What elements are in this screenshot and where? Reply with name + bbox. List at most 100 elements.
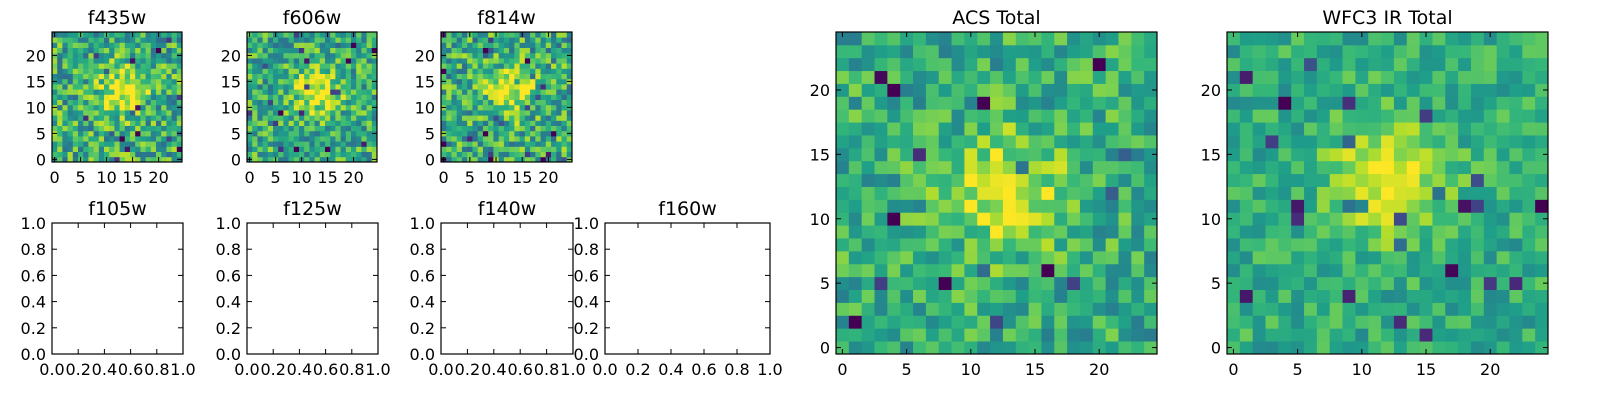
heatmap-cell <box>262 32 269 38</box>
heatmap-cell <box>156 115 162 121</box>
heatmap-cell <box>1278 212 1292 226</box>
heatmap-cell <box>514 32 520 38</box>
axes-frame <box>1226 31 1549 355</box>
heatmap-cell <box>1118 250 1132 265</box>
heatmap-cell <box>166 104 172 111</box>
heatmap-cell <box>109 104 115 111</box>
heatmap-cell <box>477 42 484 48</box>
heatmap-cell <box>135 84 141 90</box>
heatmap-cell <box>836 32 850 46</box>
heatmap-cell <box>1342 328 1356 342</box>
heatmap-cell <box>488 94 494 100</box>
heatmap-cell <box>551 73 557 80</box>
heatmap-cell <box>1316 96 1331 110</box>
heatmap-cell <box>1535 199 1549 213</box>
heatmap-cell <box>1067 250 1081 265</box>
heatmap-cell <box>1227 122 1241 136</box>
heatmap-cell <box>1470 225 1485 239</box>
heatmap-cell <box>145 110 152 116</box>
heatmap-cell <box>566 125 573 132</box>
heatmap-cell <box>1118 160 1132 175</box>
heatmap-cell <box>267 52 274 59</box>
heatmap-cell <box>1291 173 1305 187</box>
heatmap-cell <box>252 68 258 74</box>
heatmap-cell <box>140 58 146 64</box>
heatmap-cell <box>1002 83 1017 97</box>
heatmap-cell <box>288 94 295 100</box>
heatmap-cell <box>1381 186 1395 200</box>
x-tick-label: 15 <box>1416 360 1436 379</box>
heatmap-cell <box>257 115 263 121</box>
heatmap-cell <box>1054 225 1068 239</box>
heatmap-cell <box>1304 83 1318 97</box>
heatmap-cell <box>1079 186 1094 200</box>
heatmap-cell <box>1509 32 1523 46</box>
heatmap-cell <box>913 96 927 110</box>
y-tick-label: 0.2 <box>574 319 599 338</box>
heatmap-cell <box>340 58 347 64</box>
heatmap-cell <box>493 52 500 59</box>
heatmap-cell <box>150 120 157 126</box>
x-tick-label: 0.2 <box>455 360 480 379</box>
heatmap-cell <box>1381 70 1395 84</box>
heatmap-cell <box>1496 263 1510 278</box>
heatmap-cell <box>1535 70 1549 84</box>
heatmap-cell <box>124 115 131 121</box>
heatmap-cell <box>1227 160 1241 175</box>
heatmap-cell <box>1432 44 1446 59</box>
heatmap-cell <box>1522 276 1536 290</box>
heatmap-cell <box>325 94 331 100</box>
heatmap-cell <box>519 58 526 64</box>
heatmap-cell <box>493 120 500 126</box>
heatmap-cell <box>130 110 136 116</box>
heatmap-cell <box>503 42 510 48</box>
heatmap-cell <box>1028 32 1042 46</box>
heatmap-cell <box>335 115 341 121</box>
heatmap-cell <box>309 94 315 100</box>
heatmap-cell <box>951 135 965 149</box>
heatmap-cell <box>145 68 152 74</box>
heatmap-cell <box>262 42 269 48</box>
heatmap-cell <box>288 47 295 54</box>
heatmap-cell <box>293 52 300 59</box>
heatmap-cell <box>1445 238 1459 252</box>
heatmap-cell <box>1291 250 1305 265</box>
heatmap-cell <box>1342 32 1356 46</box>
heatmap-cell <box>166 78 172 85</box>
heatmap-cell <box>1252 250 1266 265</box>
heatmap-cell <box>551 63 557 69</box>
heatmap-cell <box>83 99 89 106</box>
heatmap-cell <box>836 289 850 303</box>
heatmap-cell <box>72 63 79 69</box>
heatmap-cell <box>1092 83 1107 97</box>
heatmap-cell <box>1535 122 1549 136</box>
heatmap-cell <box>124 146 131 152</box>
heatmap-cell <box>887 238 901 252</box>
heatmap-cell <box>545 125 552 132</box>
heatmap-cell <box>524 130 531 137</box>
heatmap-cell <box>1470 44 1485 59</box>
heatmap-cell <box>299 136 305 142</box>
heatmap-cell <box>446 146 452 152</box>
heatmap-cell <box>314 99 321 106</box>
heatmap-cell <box>493 73 500 80</box>
heatmap-cell <box>938 160 952 175</box>
heatmap-cell <box>309 99 315 106</box>
heatmap-cell <box>540 63 547 69</box>
heatmap-cell <box>551 110 557 116</box>
heatmap-cell <box>1028 83 1042 97</box>
heatmap-cell <box>1445 32 1459 46</box>
heatmap-cell <box>482 141 489 147</box>
heatmap-cell <box>874 186 888 200</box>
y-tick-label: 0.0 <box>21 345 46 364</box>
heatmap-cell <box>114 130 120 137</box>
heatmap-cell <box>1522 238 1536 252</box>
heatmap-cell <box>1265 173 1279 187</box>
heatmap-cell <box>83 52 89 59</box>
heatmap-cell <box>530 94 536 100</box>
heatmap-cell <box>1406 276 1420 290</box>
heatmap-cell <box>1304 70 1318 84</box>
heatmap-cell <box>356 156 362 163</box>
heatmap-cell <box>467 47 473 54</box>
heatmap-cell <box>314 52 321 59</box>
